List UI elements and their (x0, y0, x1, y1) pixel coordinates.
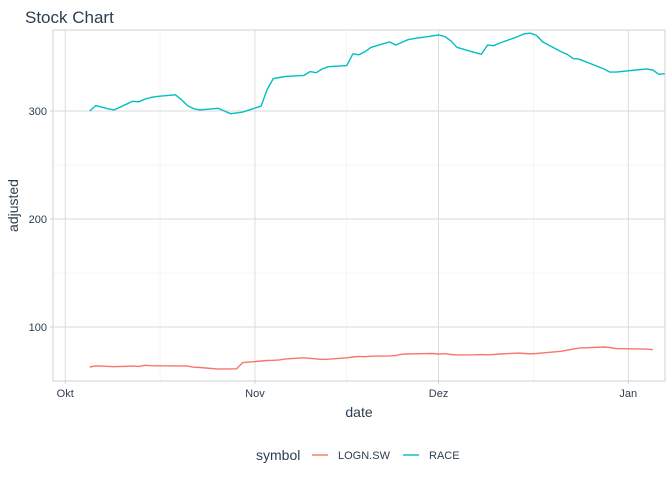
legend-label-race: RACE (429, 450, 460, 462)
y-axis-title: adjusted (5, 179, 21, 232)
legend-label-logn-sw: LOGN.SW (338, 450, 391, 462)
x-tick-label: Nov (245, 388, 265, 400)
legend: symbol LOGN.SW RACE (256, 447, 460, 463)
series-line-logn-sw (89, 346, 653, 370)
x-tick-label: Okt (57, 388, 74, 400)
x-tick-label: Jan (619, 388, 637, 400)
y-tick-label: 200 (29, 214, 47, 226)
x-tick-label: Dez (429, 388, 449, 400)
plot-panel (53, 30, 665, 381)
chart-title: Stock Chart (25, 8, 114, 27)
legend-title: symbol (256, 447, 300, 463)
x-axis-title: date (345, 404, 372, 420)
series-layer (89, 32, 666, 370)
panel-border (52, 29, 666, 382)
axes: 100 200 300 Okt Nov Dez Jan (29, 106, 638, 400)
y-tick-label: 300 (29, 106, 47, 118)
series-line-race (89, 32, 666, 115)
y-tick-label: 100 (29, 322, 47, 334)
